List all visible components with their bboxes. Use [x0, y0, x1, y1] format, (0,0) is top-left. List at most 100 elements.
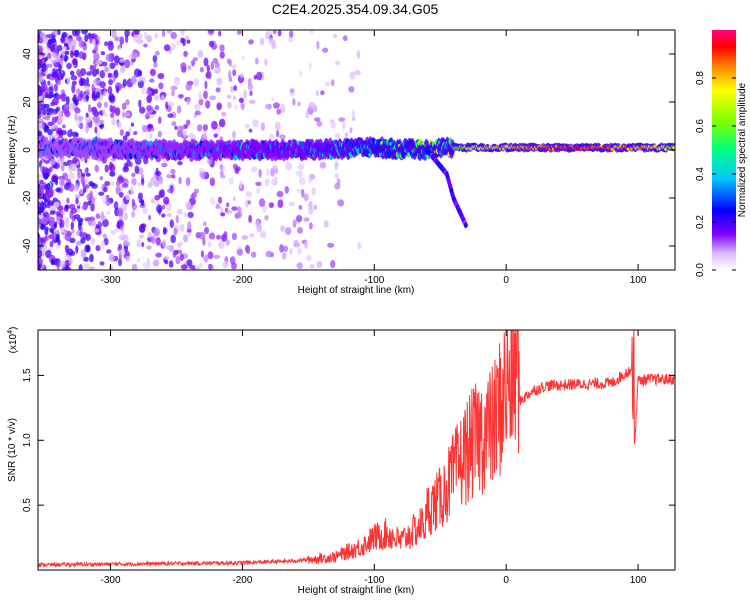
spectrogram-noise-cell — [236, 30, 242, 35]
spectrogram-noise-cell — [342, 121, 346, 130]
spectrogram-noise-cell — [283, 245, 289, 252]
spectrogram-noise-cell — [219, 51, 225, 59]
spectrogram-noise-cell — [165, 203, 172, 211]
spectrogram-noise-cell — [313, 204, 318, 210]
spectrogram-noise-cell — [42, 110, 47, 116]
spectrogram-noise-cell — [218, 198, 222, 205]
spectrogram-noise-cell — [351, 109, 356, 118]
spectrogram-noise-cell — [55, 233, 60, 240]
spectrogram-noise-cell — [240, 102, 245, 111]
spectrogram-noise-cell — [268, 202, 275, 209]
spectrogram-noise-cell — [49, 241, 54, 248]
colorbar-tick-label: 0.0 — [695, 263, 706, 277]
spectrogram-noise-cell — [77, 115, 84, 121]
colorbar-tick-label: 0.6 — [695, 119, 706, 133]
spectrogram-noise-cell — [209, 95, 217, 101]
spectrogram-noise-cell — [256, 187, 261, 194]
spectrogram-noise-cell — [49, 166, 53, 172]
spectrogram-noise-cell — [61, 210, 65, 215]
snr-series-line — [38, 330, 675, 568]
spectrogram-noise-cell — [110, 181, 115, 187]
spectrogram-noise-cell — [211, 120, 218, 130]
spectrogram-noise-cell — [102, 195, 107, 205]
spectrogram-noise-cell — [356, 50, 361, 59]
spectrogram-noise-cell — [113, 55, 120, 63]
spectrogram-noise-cell — [63, 103, 70, 112]
spectrogram-noise-cell — [155, 171, 162, 176]
spectrogram-noise-cell — [121, 110, 125, 119]
spectrogram-noise-cell — [53, 201, 60, 208]
spectrogram-noise-cell — [65, 220, 70, 228]
spectrogram-noise-cell — [219, 44, 225, 52]
spectrogram-noise-cell — [330, 121, 336, 129]
spectrogram-noise-cell — [178, 176, 182, 185]
spectrogram-noise-cell — [61, 124, 66, 129]
spectrogram-noise-cell — [98, 191, 105, 196]
spectrogram-noise-cell — [104, 41, 109, 47]
spectrogram-noise-cell — [247, 77, 252, 87]
spectrogram-heat-layer — [38, 30, 675, 270]
spectrogram-noise-cell — [154, 32, 159, 39]
spectrogram-noise-cell — [115, 86, 120, 94]
spectrogram-noise-cell — [136, 239, 141, 248]
spectrogram-noise-cell — [237, 211, 243, 218]
spectrogram-noise-cell — [158, 116, 162, 125]
spectrogram-noise-cell — [139, 106, 146, 114]
spectrogram-noise-cell — [200, 250, 204, 258]
spectrogram-noise-cell — [65, 232, 72, 242]
spectrogram-noise-cell — [180, 223, 185, 232]
spectrogram-noise-cell — [85, 124, 89, 134]
spectrogram-noise-cell — [233, 95, 237, 101]
spectrogram-noise-cell — [138, 192, 143, 200]
spectrogram-noise-cell — [179, 253, 184, 262]
spectrogram-noise-cell — [54, 221, 58, 229]
spectrogram-noise-cell — [309, 264, 315, 269]
spectrogram-noise-cell — [352, 116, 356, 122]
spectrogram-noise-cell — [57, 118, 62, 126]
spectrogram-noise-cell — [203, 90, 208, 100]
spectrogram-noise-cell — [138, 234, 144, 239]
spectrogram-noise-cell — [48, 206, 52, 212]
spectrogram-noise-cell — [232, 130, 236, 139]
spectrogram-noise-cell — [141, 178, 145, 186]
y-tick-label: -20 — [22, 190, 33, 205]
spectrogram-noise-cell — [231, 232, 237, 241]
spectrogram-noise-cell — [251, 166, 258, 173]
spectrogram-noise-cell — [99, 81, 106, 89]
spectrogram-noise-cell — [47, 129, 53, 136]
spectrogram-noise-cell — [161, 162, 168, 168]
spectrogram-noise-cell — [163, 196, 170, 205]
spectrogram-noise-cell — [245, 191, 253, 197]
spectrogram-noise-cell — [48, 107, 55, 113]
spectrogram-noise-cell — [45, 203, 51, 209]
spectrogram-noise-cell — [227, 102, 232, 109]
spectrogram-noise-cell — [177, 208, 183, 215]
spectrogram-noise-cell — [55, 53, 61, 63]
spectrogram-noise-cell — [247, 200, 251, 205]
spectrogram-noise-cell — [146, 257, 151, 267]
spectrogram-noise-cell — [237, 206, 242, 214]
spectrogram-noise-cell — [308, 101, 316, 110]
spectrogram-noise-cell — [118, 243, 122, 251]
spectrogram-noise-cell — [48, 86, 54, 94]
spectrogram-noise-cell — [146, 34, 152, 43]
spectrogram-noise-cell — [80, 78, 87, 86]
spectrogram-x-axis: -300 -200 -100 0 100 — [101, 30, 647, 286]
spectrogram-noise-cell — [56, 44, 63, 52]
spectrogram-noise-cell — [149, 133, 153, 139]
spectrogram-noise-cell — [138, 75, 142, 83]
spectrogram-noise-cell — [114, 36, 119, 42]
spectrogram-noise-cell — [337, 199, 345, 207]
spectrogram-noise-cell — [134, 157, 142, 165]
spectrogram-noise-cell — [268, 37, 275, 45]
snr-x-axis-label: Height of straight line (km) — [298, 585, 415, 596]
spectrogram-noise-cell — [44, 198, 48, 204]
spectrogram-noise-cell — [84, 85, 90, 91]
spectrogram-noise-cell — [143, 43, 148, 48]
spectrogram-noise-cell — [221, 111, 227, 117]
spectrogram-noise-cell — [68, 103, 76, 111]
spectrogram-noise-cell — [154, 194, 161, 201]
spectrogram-noise-cell — [271, 96, 275, 102]
